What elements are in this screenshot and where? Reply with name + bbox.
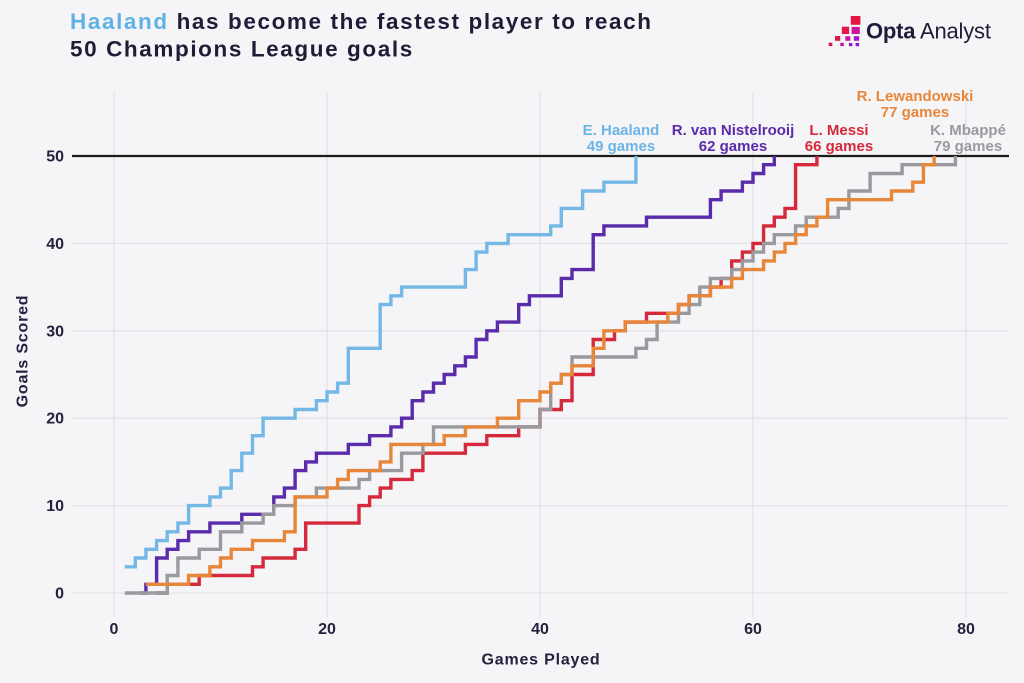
svg-text:10: 10 [46, 498, 64, 515]
svg-text:77 games: 77 games [881, 104, 949, 121]
svg-text:50 Champions League goals: 50 Champions League goals [70, 37, 414, 62]
svg-text:49 games: 49 games [587, 138, 655, 155]
svg-text:E. Haaland: E. Haaland [583, 122, 660, 139]
svg-text:40: 40 [46, 236, 64, 253]
svg-text:20: 20 [46, 411, 64, 428]
svg-text:60: 60 [744, 621, 762, 638]
svg-text:R. van Nistelrooij: R. van Nistelrooij [672, 122, 795, 139]
svg-text:K. Mbappé: K. Mbappé [930, 122, 1006, 139]
svg-text:Opta Analyst: Opta Analyst [866, 19, 991, 44]
svg-text:Goals Scored: Goals Scored [15, 295, 32, 408]
svg-text:50: 50 [46, 149, 64, 166]
svg-text:20: 20 [318, 621, 336, 638]
svg-text:R. Lewandowski: R. Lewandowski [857, 88, 974, 105]
svg-text:40: 40 [531, 621, 549, 638]
svg-text:62 games: 62 games [699, 138, 767, 155]
svg-text:80: 80 [957, 621, 975, 638]
svg-text:66 games: 66 games [805, 138, 873, 155]
svg-text:0: 0 [110, 621, 119, 638]
svg-text:0: 0 [55, 586, 64, 603]
svg-text:Games Played: Games Played [482, 652, 601, 669]
svg-text:79 games: 79 games [934, 138, 1002, 155]
svg-text:L. Messi: L. Messi [809, 122, 868, 139]
svg-text:30: 30 [46, 323, 64, 340]
svg-text:Haaland has become the fastest: Haaland has become the fastest player to… [70, 9, 653, 34]
